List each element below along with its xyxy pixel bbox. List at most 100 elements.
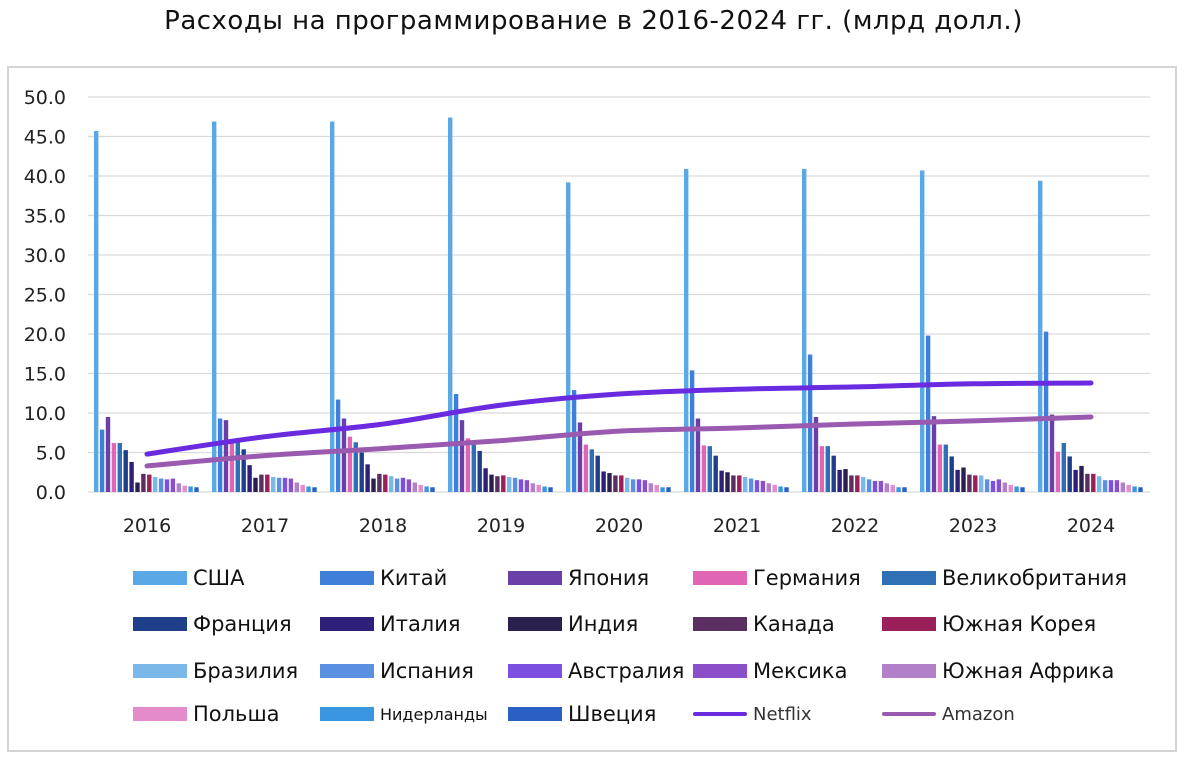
bar <box>300 484 305 492</box>
bar <box>153 476 158 492</box>
line-marks <box>144 380 1094 469</box>
bar <box>530 483 535 492</box>
bar <box>377 473 382 492</box>
chart-title: Расходы на программирование в 2016-2024 … <box>164 6 1023 36</box>
bar <box>448 117 453 492</box>
bar <box>135 482 140 492</box>
bar <box>630 479 636 492</box>
bar <box>1114 480 1120 492</box>
chart-frame <box>7 66 1177 752</box>
bar <box>223 420 229 492</box>
bar <box>341 418 347 492</box>
bar <box>595 455 600 492</box>
y-tick-label: 35.0 <box>24 206 66 228</box>
bar <box>825 446 830 492</box>
bar <box>194 487 199 492</box>
y-tick-label: 5.0 <box>36 443 66 465</box>
bar <box>176 483 181 492</box>
bar <box>772 484 777 492</box>
y-tick-label: 25.0 <box>24 285 66 307</box>
bar <box>743 476 748 492</box>
bar <box>253 477 258 492</box>
bar <box>501 475 506 492</box>
bar <box>878 480 884 492</box>
bar <box>589 449 594 492</box>
bar <box>1043 331 1049 492</box>
bar <box>111 443 117 492</box>
bar <box>365 464 370 492</box>
bar <box>1132 486 1137 492</box>
y-tick-label: 45.0 <box>24 127 66 149</box>
bar <box>359 452 364 492</box>
bar <box>265 474 270 492</box>
bar <box>212 121 217 493</box>
bar <box>1061 443 1066 492</box>
bar <box>701 445 707 492</box>
bar <box>217 418 223 492</box>
bar <box>524 480 530 492</box>
bar <box>371 478 376 492</box>
x-tick-label: 2022 <box>831 515 879 537</box>
y-axis-ticks: 0.0 5.0 10.0 15.0 20.0 25.0 30.0 35.0 40.0 45.0 50… <box>24 87 66 504</box>
bar <box>1085 473 1090 492</box>
bar <box>802 168 807 492</box>
bar <box>684 168 689 492</box>
bar <box>471 443 476 492</box>
bar <box>748 478 754 492</box>
bar <box>813 416 819 492</box>
bar <box>1008 484 1013 492</box>
bar <box>294 482 299 492</box>
bar <box>884 483 889 492</box>
y-tick-label: 30.0 <box>24 245 66 267</box>
bar <box>754 480 760 492</box>
x-tick-label: 2023 <box>949 515 997 537</box>
bar <box>424 486 429 492</box>
bar <box>737 475 742 492</box>
bar <box>925 335 931 492</box>
series-line <box>144 414 1094 469</box>
series-line <box>144 380 1094 457</box>
bar <box>660 487 665 492</box>
bar <box>731 475 736 492</box>
bar <box>188 486 193 492</box>
bar <box>1120 482 1125 492</box>
bar <box>920 170 925 492</box>
bar <box>288 478 294 492</box>
bar <box>271 476 276 492</box>
bar <box>990 480 996 492</box>
bar <box>394 478 400 492</box>
bar <box>949 456 954 492</box>
bar <box>542 486 547 492</box>
bar <box>418 484 423 492</box>
bar <box>725 472 730 492</box>
x-tick-label: 2018 <box>359 515 407 537</box>
bar <box>1097 476 1102 492</box>
bar <box>235 442 240 492</box>
bar <box>648 483 653 492</box>
bar <box>943 444 948 492</box>
bar-marks <box>94 117 1143 493</box>
bar <box>654 484 659 492</box>
bar <box>583 444 589 492</box>
bar <box>507 476 512 492</box>
bar <box>872 480 878 492</box>
bar <box>477 450 482 492</box>
bar <box>890 484 895 492</box>
bar <box>896 487 901 492</box>
bar <box>1079 465 1084 492</box>
bar <box>347 436 353 492</box>
bar <box>849 475 854 492</box>
bar <box>164 479 170 492</box>
bar <box>961 467 966 492</box>
bar <box>866 479 872 492</box>
bar <box>99 429 105 492</box>
x-tick-label: 2019 <box>477 515 525 537</box>
bar <box>548 487 553 492</box>
bar <box>335 399 341 492</box>
bar <box>784 487 789 492</box>
bar <box>383 474 388 492</box>
bar <box>259 474 264 492</box>
y-tick-label: 40.0 <box>24 166 66 188</box>
x-tick-label: 2024 <box>1067 515 1115 537</box>
